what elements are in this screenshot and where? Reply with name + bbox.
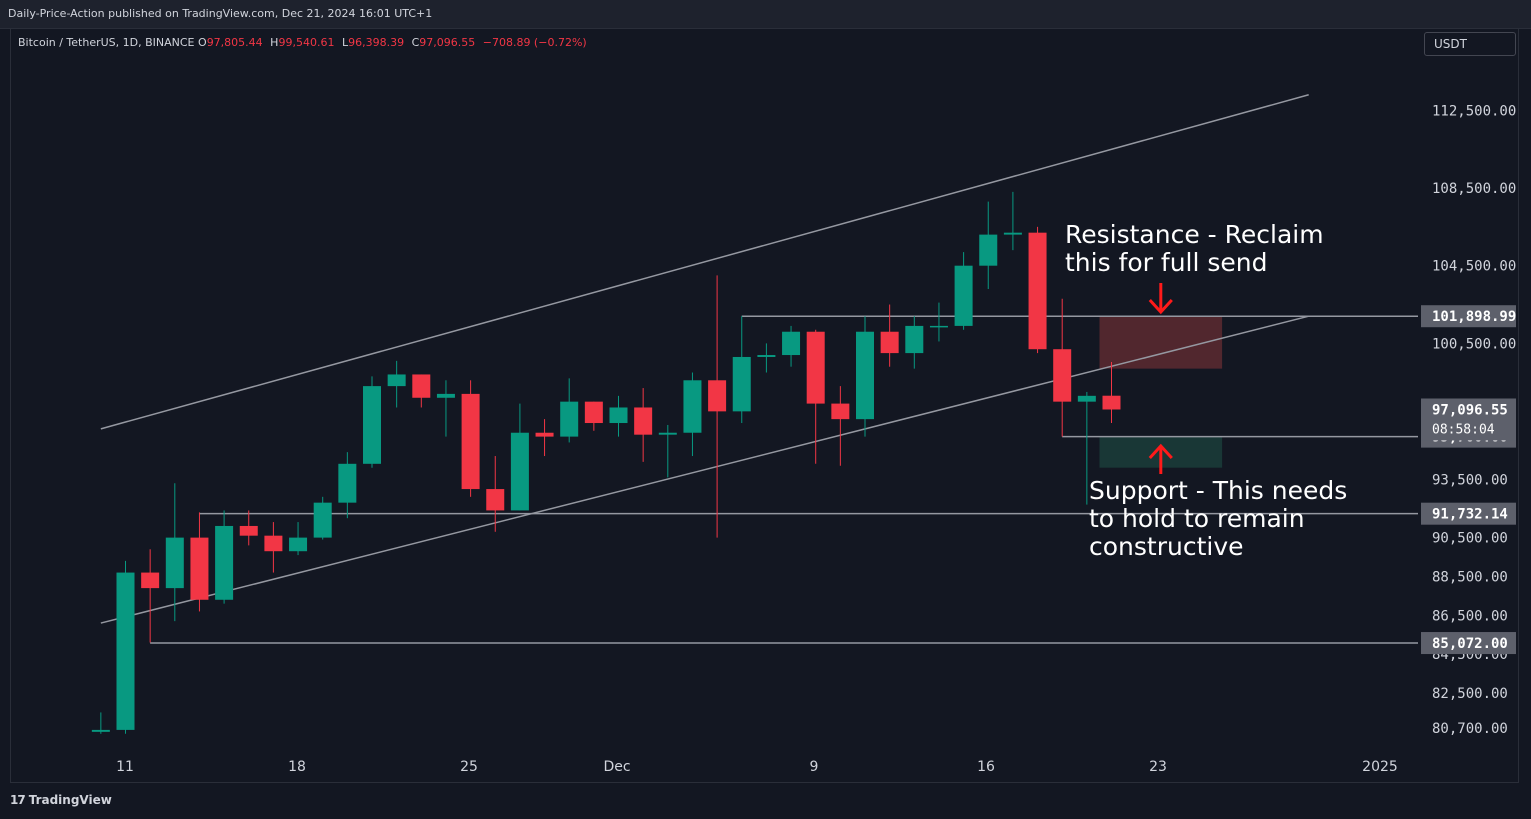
level-price-label: 101,898.99 xyxy=(1432,309,1516,325)
y-tick-label: 86,500.00 xyxy=(1432,608,1508,624)
candle-body xyxy=(387,374,406,387)
x-tick-label: 18 xyxy=(288,759,306,775)
candle-body xyxy=(1077,395,1096,402)
resistance-annotation-line1: Resistance - Reclaim xyxy=(1065,220,1324,249)
resistance-annotation-line2: this for full send xyxy=(1065,248,1268,277)
tradingview-logo[interactable]: 17 TradingView xyxy=(10,793,112,807)
symbol-legend: Bitcoin / TetherUS, 1D, BINANCE O97,805.… xyxy=(18,36,591,49)
candle-body xyxy=(584,401,603,424)
candle-body xyxy=(979,234,998,266)
candle-body xyxy=(782,331,801,356)
x-tick-label: 23 xyxy=(1149,759,1167,775)
candle-body xyxy=(905,325,924,354)
open-value: 97,805.44 xyxy=(206,36,263,49)
x-tick-label: 2025 xyxy=(1362,759,1398,775)
low-label: L xyxy=(341,36,349,49)
candle-body xyxy=(412,374,431,398)
candle-body xyxy=(215,525,234,600)
change-value: −708.89 (−0.72%) xyxy=(482,36,587,49)
close-value: 97,096.55 xyxy=(419,36,476,49)
candle-body xyxy=(116,572,135,730)
y-tick-label: 93,500.00 xyxy=(1432,472,1508,488)
candle-body xyxy=(929,325,948,328)
open-label: O xyxy=(198,36,207,49)
tradingview-logo-icon: 17 xyxy=(10,793,26,807)
y-tick-label: 112,500.00 xyxy=(1432,103,1516,119)
candle-body xyxy=(757,355,776,357)
level-price-label: 85,072.00 xyxy=(1432,636,1508,652)
candle-body xyxy=(609,407,628,424)
candle-body xyxy=(831,403,850,420)
support-annotation-line3: constructive xyxy=(1089,532,1244,561)
arrow-down-head-icon xyxy=(1148,298,1173,315)
candle-body xyxy=(165,537,184,589)
high-label: H xyxy=(270,36,279,49)
candle-body xyxy=(1053,349,1072,402)
high-value: 99,540.61 xyxy=(278,36,335,49)
candle-body xyxy=(954,265,973,326)
y-tick-label: 82,500.00 xyxy=(1432,686,1508,702)
last-price-label: 97,096.55 xyxy=(1432,402,1508,418)
candle-body xyxy=(190,537,209,600)
candle-body xyxy=(141,572,160,589)
candle-body xyxy=(486,489,505,511)
x-tick-label: 25 xyxy=(460,759,478,775)
support-annotation-line1: Support - This needs xyxy=(1089,476,1347,505)
close-label: C xyxy=(411,36,420,49)
candle-body xyxy=(239,525,258,536)
arrow-up-head-icon xyxy=(1148,443,1173,460)
candle-body xyxy=(1102,395,1121,410)
candle-body xyxy=(1028,232,1047,350)
candle-body xyxy=(363,386,381,464)
candle-body xyxy=(806,331,825,404)
x-tick-label: 16 xyxy=(977,759,995,775)
publish-info: Daily-Price-Action published on TradingV… xyxy=(8,7,433,20)
candle-body xyxy=(856,331,874,420)
candle-body xyxy=(634,407,653,435)
candle-body xyxy=(560,401,579,437)
level-price-box xyxy=(1421,305,1516,328)
tradingview-brand: TradingView xyxy=(28,793,112,807)
channel-lower-line xyxy=(100,315,1309,624)
y-tick-label: 100,500.00 xyxy=(1432,336,1516,352)
channel-upper-line xyxy=(100,94,1309,430)
level-price-box xyxy=(1421,502,1516,525)
candle-body xyxy=(91,729,110,732)
symbol-title: Bitcoin / TetherUS, 1D, BINANCE xyxy=(18,36,195,49)
candle-body xyxy=(338,463,357,503)
last-price-box xyxy=(1421,398,1516,441)
footer-bar xyxy=(0,784,1531,819)
low-value: 96,398.39 xyxy=(348,36,405,49)
y-tick-label: 88,500.00 xyxy=(1432,569,1508,585)
candle-body xyxy=(264,535,283,552)
level-price-label: 91,732.14 xyxy=(1432,507,1508,523)
y-tick-label: 108,500.00 xyxy=(1432,181,1516,197)
candle-body xyxy=(683,380,702,433)
y-tick-label: 90,500.00 xyxy=(1432,531,1508,547)
candle-body xyxy=(313,502,332,538)
candle-body xyxy=(461,393,480,490)
candle-body xyxy=(510,432,529,511)
candle-body xyxy=(732,356,751,412)
x-tick-label: 9 xyxy=(810,759,819,775)
y-tick-label: 104,500.00 xyxy=(1432,259,1516,275)
candle-body xyxy=(708,380,727,412)
countdown-label: 08:58:04 xyxy=(1432,422,1495,437)
candle-body xyxy=(1003,232,1022,235)
currency-button[interactable]: USDT xyxy=(1424,32,1516,56)
candle-body xyxy=(289,537,308,552)
candle-body xyxy=(658,432,677,435)
level-price-box xyxy=(1421,632,1516,655)
candle-body xyxy=(880,331,899,354)
candle-body xyxy=(535,432,554,437)
x-tick-label: 11 xyxy=(116,759,134,775)
candle-body xyxy=(436,393,455,398)
y-tick-label: 80,700.00 xyxy=(1432,721,1508,737)
x-tick-label: Dec xyxy=(603,759,630,775)
support-annotation-line2: to hold to remain xyxy=(1089,504,1305,533)
resistance-zone xyxy=(1099,316,1223,369)
chart-frame xyxy=(10,28,1519,783)
